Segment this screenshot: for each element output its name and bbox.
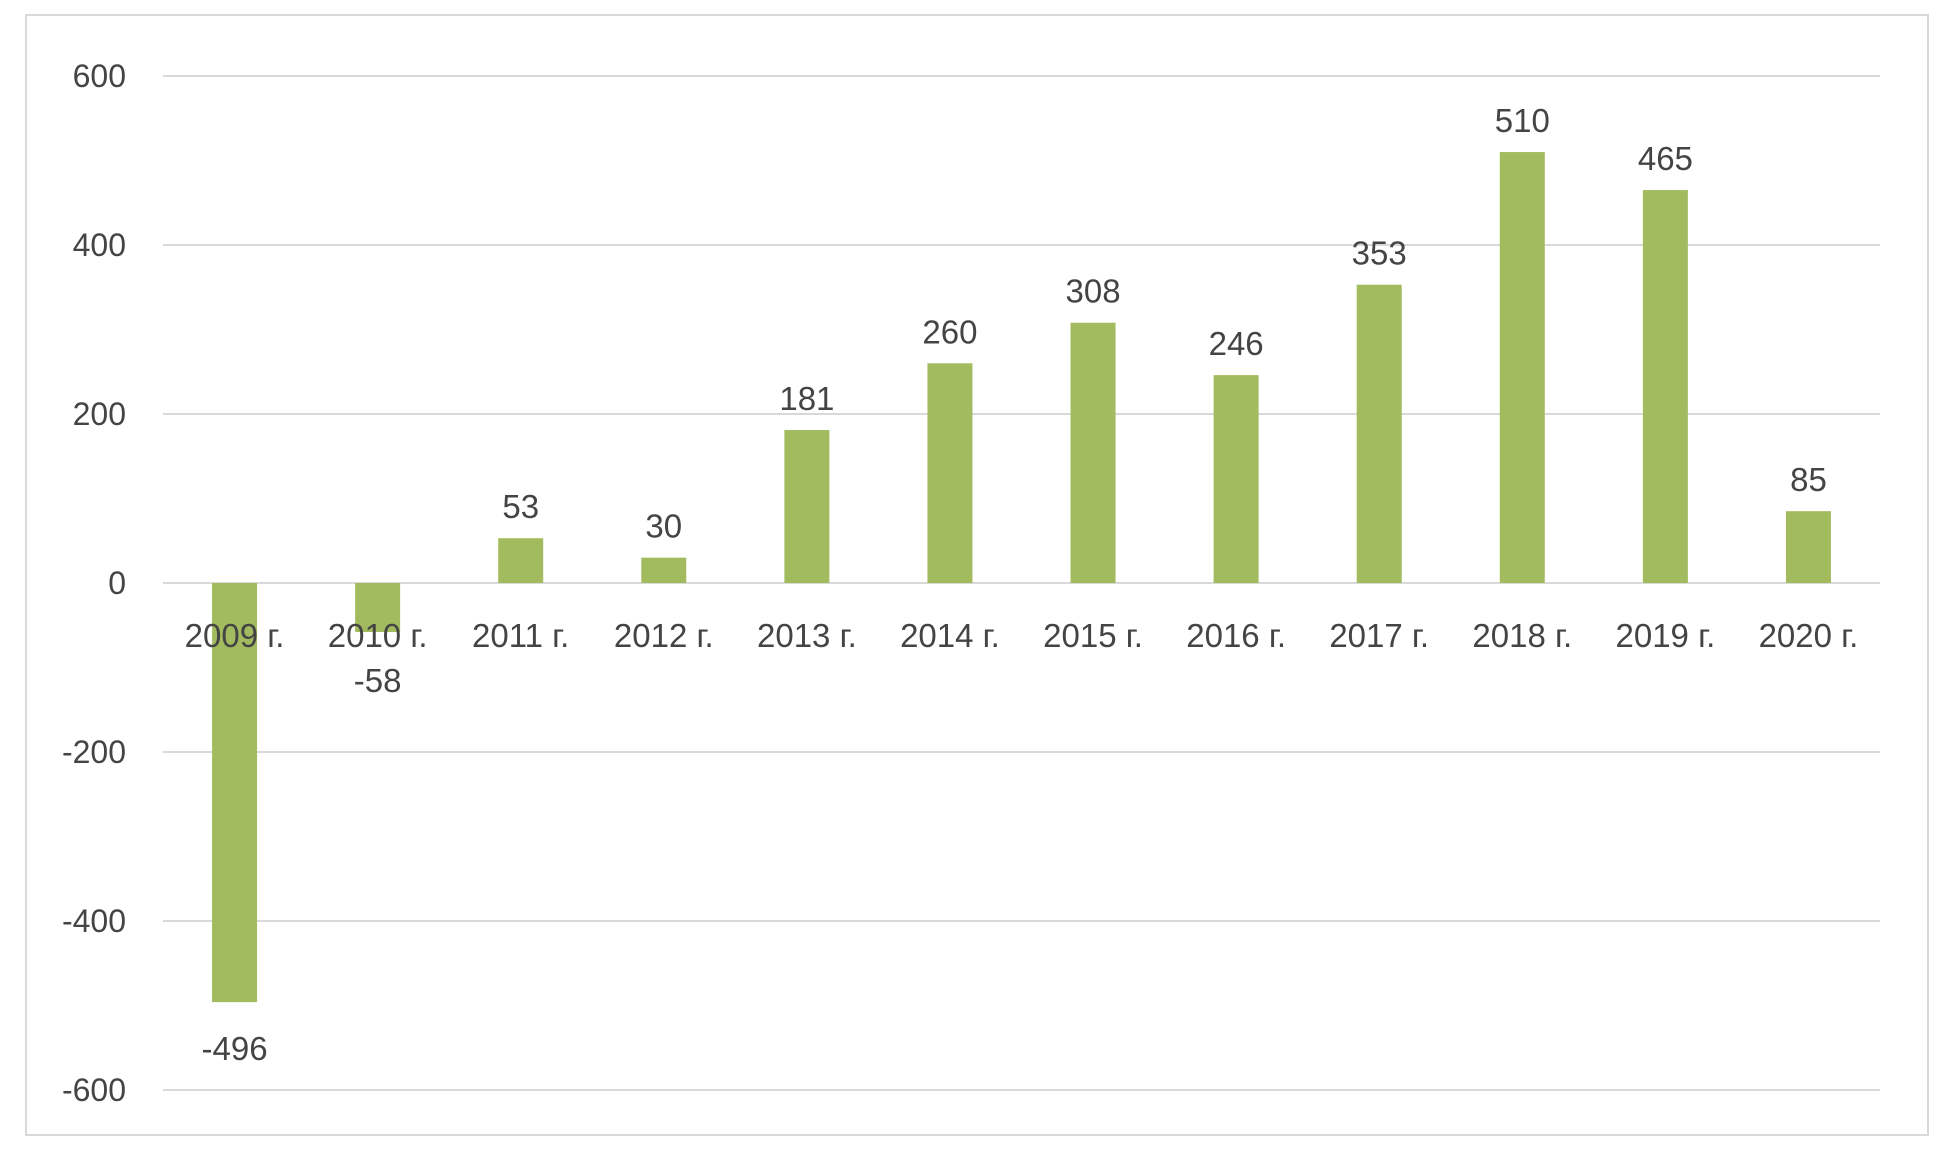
y-tick-label: -200 — [62, 734, 126, 770]
x-axis-category-labels: 2009 г. 2010 г. 2011 г. 2012 г. 2013 г. 2014 … — [185, 617, 1859, 654]
bar — [641, 557, 687, 583]
bar — [1785, 511, 1831, 583]
data-labels: -496 -58 53 30 181 260 308 246 353 510 465 85 — [202, 102, 1827, 1067]
x-category-label: 2020 г. — [1759, 617, 1859, 654]
data-label: 53 — [502, 488, 539, 525]
x-category-label: 2018 г. — [1472, 617, 1572, 654]
x-category-label: 2013 г. — [757, 617, 857, 654]
data-label: 308 — [1066, 273, 1121, 310]
data-label: 510 — [1495, 102, 1550, 139]
bar — [1070, 322, 1116, 583]
data-label: 353 — [1352, 235, 1407, 272]
y-axis-tick-labels: 600 400 200 0 -200 -400 -600 — [62, 58, 126, 1108]
data-label: 85 — [1790, 461, 1827, 498]
bar — [1642, 190, 1688, 583]
bar — [784, 430, 830, 583]
x-category-label: 2015 г. — [1043, 617, 1143, 654]
y-tick-label: 600 — [73, 58, 126, 94]
bars — [212, 152, 1831, 1003]
data-label: 465 — [1638, 140, 1693, 177]
x-category-label: 2011 г. — [472, 617, 569, 654]
data-label: -496 — [202, 1030, 268, 1067]
data-label: 30 — [645, 508, 682, 545]
bar — [1499, 152, 1545, 584]
x-category-label: 2009 г. — [185, 617, 285, 654]
y-tick-label: 0 — [108, 565, 126, 601]
gridlines — [163, 75, 1880, 1091]
bar — [1213, 375, 1259, 583]
x-category-label: 2016 г. — [1186, 617, 1286, 654]
x-category-label: 2012 г. — [614, 617, 714, 654]
data-label: -58 — [354, 662, 402, 699]
bar — [1356, 284, 1402, 583]
bar — [355, 583, 401, 633]
bar — [212, 583, 258, 1003]
y-tick-label: 400 — [73, 227, 126, 263]
bar — [927, 363, 973, 583]
x-category-label: 2017 г. — [1329, 617, 1429, 654]
x-category-label: 2019 г. — [1615, 617, 1715, 654]
y-tick-label: -600 — [62, 1072, 126, 1108]
chart-frame — [25, 14, 1929, 1136]
x-category-label: 2010 г. — [328, 617, 428, 654]
x-category-label: 2014 г. — [900, 617, 1000, 654]
data-label: 246 — [1209, 325, 1264, 362]
data-label: 181 — [779, 380, 834, 417]
data-label: 260 — [922, 313, 977, 350]
bar — [498, 538, 544, 583]
y-tick-label: -400 — [62, 903, 126, 939]
y-tick-label: 200 — [73, 396, 126, 432]
